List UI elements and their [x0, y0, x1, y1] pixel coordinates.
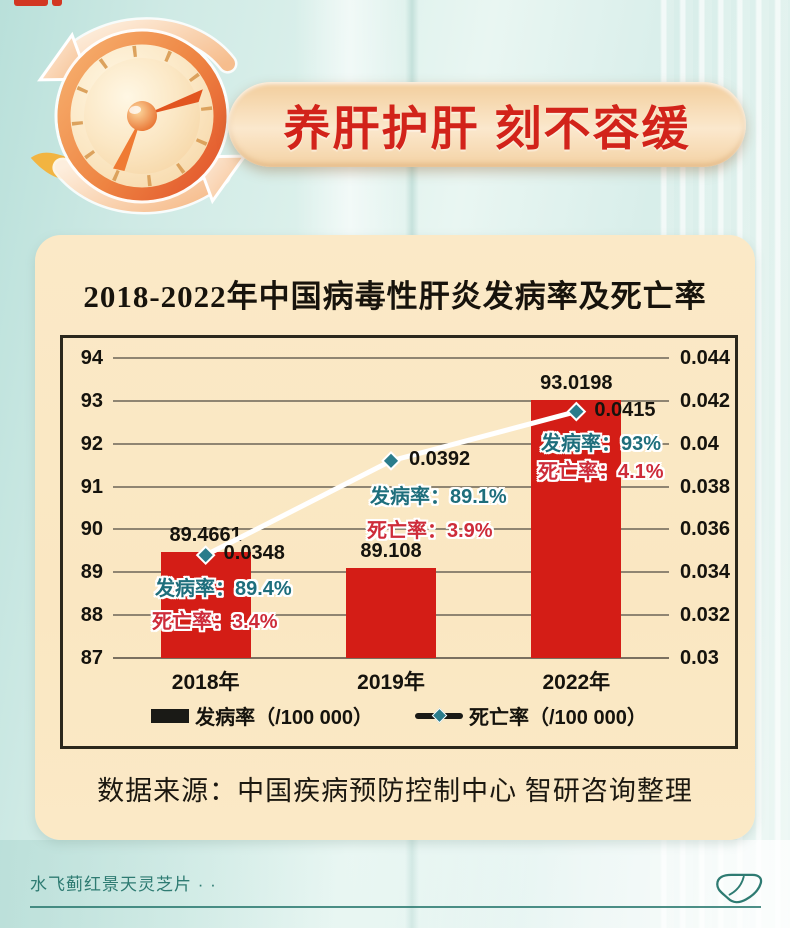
left-axis-tick: 87	[80, 647, 103, 669]
chart-frame: 94 0.044 93 0.042 92 0.04 91 0.038 90 0.036 89 0.03…	[60, 335, 738, 749]
left-axis-tick: 88	[80, 604, 103, 627]
cropped-red-mark	[14, 0, 48, 6]
left-axis-tick: 90	[80, 518, 103, 541]
chart-title: 2018-2022年中国病毒性肝炎发病率及死亡率	[83, 279, 707, 314]
bar-value-label: 89.4661	[169, 524, 242, 547]
line-value-label: 0.0348	[223, 542, 285, 565]
annotation-mortality: 死亡率：3.9%	[367, 520, 493, 542]
bar-2022年	[531, 400, 622, 658]
left-axis-tick: 94	[80, 347, 103, 369]
title-banner: 养肝护肝 刻不容缓	[228, 82, 746, 167]
bar-value-label: 89.108	[360, 539, 422, 562]
banner-title: 养肝护肝 刻不容缓	[283, 102, 691, 155]
gridline	[113, 357, 669, 359]
right-axis-tick: 0.034	[680, 561, 731, 584]
line-value-label: 0.0392	[409, 447, 471, 470]
clock-minute-hand	[142, 89, 203, 116]
clock-knob-highlight	[129, 105, 142, 114]
x-axis-label: 2018年	[171, 671, 240, 694]
right-axis-tick: 0.036	[680, 518, 731, 541]
diamond-marker-icon	[381, 450, 401, 471]
annotation-incidence: 发病率：89.1%	[370, 486, 507, 508]
line-value-label: 0.0415	[594, 398, 656, 421]
legend-item-incidence: 发病率（/100 000）	[151, 701, 373, 730]
annotation-incidence: 发病率：89.4%	[155, 578, 292, 600]
diamond-marker-icon	[431, 707, 448, 723]
annotation-incidence: 发病率：93%	[541, 433, 662, 455]
gridline	[113, 485, 669, 488]
left-axis-tick: 92	[80, 432, 103, 455]
footer-brand: 水飞蓟红景天灵芝片 · ·	[30, 875, 217, 894]
data-source: 数据来源：中国疾病预防控制中心 智研咨询整理	[97, 776, 693, 806]
legend-line-label: 死亡率（/100 000）	[469, 707, 647, 729]
clock-ticks	[71, 45, 213, 187]
footer-divider	[30, 906, 761, 908]
right-axis-tick: 0.032	[680, 604, 731, 627]
legend-bar-label: 发病率（/100 000）	[195, 707, 373, 729]
bar-value-label: 93.0198	[540, 372, 613, 394]
right-axis-tick: 0.03	[680, 647, 719, 669]
left-axis-tick: 93	[80, 389, 103, 412]
annotation-mortality: 死亡率：3.4%	[152, 611, 278, 633]
plot-area: 94 0.044 93 0.042 92 0.04 91 0.038 90 0.036 89 0.03…	[63, 338, 735, 746]
chart-card: 2018-2022年中国病毒性肝炎发病率及死亡率 94 0.044 93 0.042 9…	[35, 235, 755, 840]
right-axis-tick: 0.042	[680, 389, 731, 412]
bar-2018年	[160, 552, 251, 658]
annotation-mortality: 死亡率：4.1%	[538, 461, 664, 483]
right-axis-tick: 0.04	[680, 432, 719, 455]
clock-outer-ring	[54, 28, 230, 204]
legend-bar-swatch	[151, 708, 190, 723]
gridline	[113, 657, 669, 659]
right-axis-tick: 0.038	[680, 475, 731, 498]
bar-2019年	[346, 567, 436, 658]
gridline	[113, 528, 669, 531]
gridline	[113, 399, 669, 402]
x-axis-label: 2022年	[542, 671, 611, 694]
clock-hour-hand	[113, 116, 142, 171]
right-axis-tick: 0.044	[680, 347, 731, 369]
cropped-red-mark	[52, 0, 62, 6]
clock-illustration	[22, 14, 264, 216]
left-axis-tick: 91	[80, 475, 103, 498]
clock-icon	[30, 17, 248, 215]
mortality-line	[195, 401, 587, 566]
gridline	[113, 442, 669, 445]
left-axis-tick: 89	[80, 561, 103, 584]
diamond-marker-icon	[195, 545, 216, 566]
legend-item-mortality: 死亡率（/100 000）	[415, 701, 647, 730]
diamond-marker-icon	[566, 401, 587, 422]
legend-line-swatch	[415, 707, 463, 723]
x-axis-label: 2019年	[357, 671, 425, 694]
legend: 发病率（/100 000） 死亡率（/100 000）	[63, 701, 735, 730]
liver-icon	[714, 872, 764, 906]
